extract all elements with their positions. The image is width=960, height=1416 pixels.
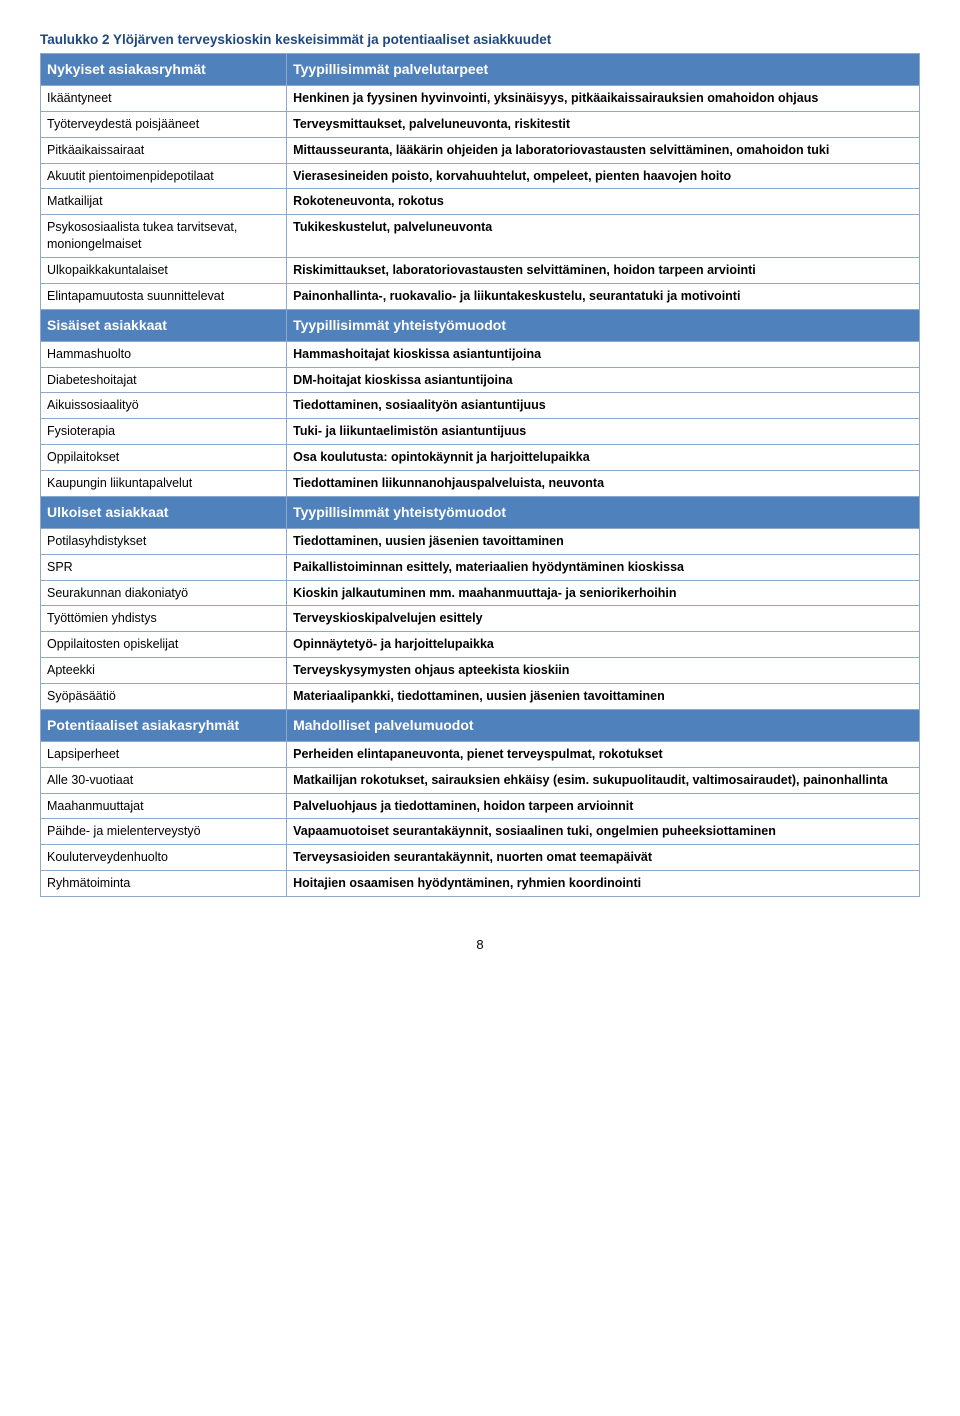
row-label: Psykososiaalista tukea tarvitsevat, moni… <box>41 215 287 258</box>
row-value: Perheiden elintapaneuvonta, pienet terve… <box>287 741 920 767</box>
row-value: DM-hoitajat kioskissa asiantuntijoina <box>287 367 920 393</box>
row-label: Oppilaitosten opiskelijat <box>41 632 287 658</box>
row-label: Apteekki <box>41 658 287 684</box>
row-label: Potilasyhdistykset <box>41 528 287 554</box>
row-value: Painonhallinta-, ruokavalio- ja liikunta… <box>287 283 920 309</box>
row-value: Tiedottaminen, uusien jäsenien tavoittam… <box>287 528 920 554</box>
table-row: PotilasyhdistyksetTiedottaminen, uusien … <box>41 528 920 554</box>
row-label: Matkailijat <box>41 189 287 215</box>
row-label: Diabeteshoitajat <box>41 367 287 393</box>
row-value: Palveluohjaus ja tiedottaminen, hoidon t… <box>287 793 920 819</box>
row-label: Fysioterapia <box>41 419 287 445</box>
row-label: Alle 30-vuotiaat <box>41 767 287 793</box>
table-row: RyhmätoimintaHoitajien osaamisen hyödynt… <box>41 871 920 897</box>
row-label: Aikuissosiaalityö <box>41 393 287 419</box>
table-row: Akuutit pientoimenpidepotilaatVierasesin… <box>41 163 920 189</box>
section-header-right: Mahdolliset palvelumuodot <box>287 709 920 741</box>
table-row: PitkäaikaissairaatMittausseuranta, lääkä… <box>41 137 920 163</box>
row-label: Työterveydestä poisjääneet <box>41 111 287 137</box>
row-label: Kaupungin liikuntapalvelut <box>41 471 287 497</box>
row-value: Terveysasioiden seurantakäynnit, nuorten… <box>287 845 920 871</box>
row-value: Rokoteneuvonta, rokotus <box>287 189 920 215</box>
row-label: Päihde- ja mielenterveystyö <box>41 819 287 845</box>
table-caption: Taulukko 2 Ylöjärven terveyskioskin kesk… <box>40 32 920 47</box>
row-value: Vierasesineiden poisto, korvahuuhtelut, … <box>287 163 920 189</box>
table-row: SyöpäsäätiöMateriaalipankki, tiedottamin… <box>41 684 920 710</box>
row-label: Lapsiperheet <box>41 741 287 767</box>
section-header: Sisäiset asiakkaatTyypillisimmät yhteist… <box>41 309 920 341</box>
row-value: Henkinen ja fyysinen hyvinvointi, yksinä… <box>287 85 920 111</box>
row-label: Akuutit pientoimenpidepotilaat <box>41 163 287 189</box>
row-label: Syöpäsäätiö <box>41 684 287 710</box>
row-value: Matkailijan rokotukset, sairauksien ehkä… <box>287 767 920 793</box>
row-value: Osa koulutusta: opintokäynnit ja harjoit… <box>287 445 920 471</box>
page-number: 8 <box>40 937 920 952</box>
row-value: Mittausseuranta, lääkärin ohjeiden ja la… <box>287 137 920 163</box>
row-value: Opinnäytetyö- ja harjoittelupaikka <box>287 632 920 658</box>
table-row: UlkopaikkakuntalaisetRiskimittaukset, la… <box>41 258 920 284</box>
section-header-right: Tyypillisimmät yhteistyömuodot <box>287 496 920 528</box>
table-row: IkääntyneetHenkinen ja fyysinen hyvinvoi… <box>41 85 920 111</box>
table-row: AikuissosiaalityöTiedottaminen, sosiaali… <box>41 393 920 419</box>
row-value: Paikallistoiminnan esittely, materiaalie… <box>287 554 920 580</box>
section-header-left: Ulkoiset asiakkaat <box>41 496 287 528</box>
table-row: OppilaitoksetOsa koulutusta: opintokäynn… <box>41 445 920 471</box>
customer-table: Nykyiset asiakasryhmätTyypillisimmät pal… <box>40 53 920 897</box>
row-value: Tiedottaminen, sosiaalityön asiantuntiju… <box>287 393 920 419</box>
table-row: SPRPaikallistoiminnan esittely, materiaa… <box>41 554 920 580</box>
row-label: Pitkäaikaissairaat <box>41 137 287 163</box>
section-header-left: Sisäiset asiakkaat <box>41 309 287 341</box>
row-value: Riskimittaukset, laboratoriovastausten s… <box>287 258 920 284</box>
row-label: Ikääntyneet <box>41 85 287 111</box>
row-value: Hoitajien osaamisen hyödyntäminen, ryhmi… <box>287 871 920 897</box>
table-row: Psykososiaalista tukea tarvitsevat, moni… <box>41 215 920 258</box>
table-row: KouluterveydenhuoltoTerveysasioiden seur… <box>41 845 920 871</box>
row-label: Ulkopaikkakuntalaiset <box>41 258 287 284</box>
table-row: HammashuoltoHammashoitajat kioskissa asi… <box>41 341 920 367</box>
section-header-right: Tyypillisimmät yhteistyömuodot <box>287 309 920 341</box>
row-value: Tuki- ja liikuntaelimistön asiantuntijuu… <box>287 419 920 445</box>
row-value: Tukikeskustelut, palveluneuvonta <box>287 215 920 258</box>
table-row: Kaupungin liikuntapalvelutTiedottaminen … <box>41 471 920 497</box>
table-row: DiabeteshoitajatDM-hoitajat kioskissa as… <box>41 367 920 393</box>
table-row: FysioterapiaTuki- ja liikuntaelimistön a… <box>41 419 920 445</box>
section-header: Nykyiset asiakasryhmätTyypillisimmät pal… <box>41 54 920 86</box>
table-row: MaahanmuuttajatPalveluohjaus ja tiedotta… <box>41 793 920 819</box>
table-row: ApteekkiTerveyskysymysten ohjaus apteeki… <box>41 658 920 684</box>
row-value: Vapaamuotoiset seurantakäynnit, sosiaali… <box>287 819 920 845</box>
row-value: Terveyskysymysten ohjaus apteekista kios… <box>287 658 920 684</box>
table-row: MatkailijatRokoteneuvonta, rokotus <box>41 189 920 215</box>
table-row: Työterveydestä poisjääneetTerveysmittauk… <box>41 111 920 137</box>
row-value: Hammashoitajat kioskissa asiantuntijoina <box>287 341 920 367</box>
section-header: Ulkoiset asiakkaatTyypillisimmät yhteist… <box>41 496 920 528</box>
row-label: Oppilaitokset <box>41 445 287 471</box>
row-value: Terveyskioskipalvelujen esittely <box>287 606 920 632</box>
table-row: Päihde- ja mielenterveystyöVapaamuotoise… <box>41 819 920 845</box>
section-header-left: Nykyiset asiakasryhmät <box>41 54 287 86</box>
table-row: Oppilaitosten opiskelijatOpinnäytetyö- j… <box>41 632 920 658</box>
section-header-right: Tyypillisimmät palvelutarpeet <box>287 54 920 86</box>
row-label: Ryhmätoiminta <box>41 871 287 897</box>
row-label: Työttömien yhdistys <box>41 606 287 632</box>
table-row: LapsiperheetPerheiden elintapaneuvonta, … <box>41 741 920 767</box>
section-header: Potentiaaliset asiakasryhmätMahdolliset … <box>41 709 920 741</box>
row-label: Elintapamuutosta suunnittelevat <box>41 283 287 309</box>
table-row: Alle 30-vuotiaatMatkailijan rokotukset, … <box>41 767 920 793</box>
row-value: Terveysmittaukset, palveluneuvonta, risk… <box>287 111 920 137</box>
row-label: Kouluterveydenhuolto <box>41 845 287 871</box>
row-label: Hammashuolto <box>41 341 287 367</box>
row-label: SPR <box>41 554 287 580</box>
row-value: Kioskin jalkautuminen mm. maahanmuuttaja… <box>287 580 920 606</box>
section-header-left: Potentiaaliset asiakasryhmät <box>41 709 287 741</box>
table-row: Työttömien yhdistysTerveyskioskipalveluj… <box>41 606 920 632</box>
row-value: Tiedottaminen liikunnanohjauspalveluista… <box>287 471 920 497</box>
row-label: Maahanmuuttajat <box>41 793 287 819</box>
table-row: Seurakunnan diakoniatyöKioskin jalkautum… <box>41 580 920 606</box>
row-value: Materiaalipankki, tiedottaminen, uusien … <box>287 684 920 710</box>
table-row: Elintapamuutosta suunnittelevatPainonhal… <box>41 283 920 309</box>
row-label: Seurakunnan diakoniatyö <box>41 580 287 606</box>
